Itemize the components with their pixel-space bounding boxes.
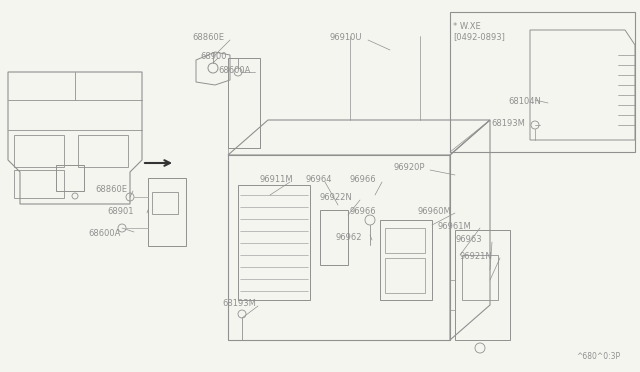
Bar [14, 135, 64, 167]
Bar [238, 185, 310, 300]
Text: 96962: 96962 [335, 233, 362, 242]
Text: * W.XE
[0492-0893]: * W.XE [0492-0893] [453, 22, 505, 41]
Text: 96963: 96963 [456, 235, 483, 244]
Text: 96922N: 96922N [320, 193, 353, 202]
Bar [56, 165, 84, 191]
Bar [228, 58, 260, 148]
Text: 96961M: 96961M [438, 222, 472, 231]
Bar [148, 178, 186, 246]
Text: 68860E: 68860E [192, 33, 224, 42]
Bar [450, 12, 635, 152]
Text: 96964: 96964 [305, 175, 332, 184]
Text: 96920P: 96920P [393, 163, 424, 172]
Text: 68600A: 68600A [88, 229, 120, 238]
Text: 68600A: 68600A [218, 66, 250, 75]
Text: 96966: 96966 [350, 207, 376, 216]
Bar [78, 135, 128, 167]
Bar [462, 255, 498, 300]
Text: 68900: 68900 [200, 52, 227, 61]
Bar [380, 220, 432, 300]
Text: 68860E: 68860E [95, 185, 127, 194]
Bar [385, 258, 425, 293]
Text: 96921N: 96921N [460, 252, 493, 261]
Text: 68193M: 68193M [222, 299, 256, 308]
Bar [320, 210, 348, 265]
Text: 68104N: 68104N [508, 97, 541, 106]
Text: 96911M: 96911M [260, 175, 294, 184]
Bar [385, 228, 425, 253]
Text: 96960M: 96960M [418, 207, 452, 216]
Text: 68901: 68901 [107, 207, 134, 216]
Text: ^680^0:3P: ^680^0:3P [576, 352, 620, 361]
Text: 96910U: 96910U [330, 33, 362, 42]
Text: 68193M: 68193M [491, 119, 525, 128]
Bar [14, 170, 64, 198]
Text: 96966: 96966 [350, 175, 376, 184]
Bar [152, 192, 178, 214]
